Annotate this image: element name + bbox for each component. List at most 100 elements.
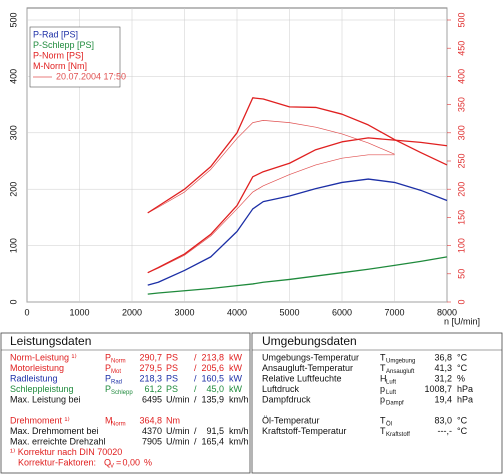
environment-box [251, 332, 503, 474]
row-value: 41,3 [434, 363, 452, 373]
y2-tick-label: 250 [456, 153, 466, 168]
x-tick-label: 4000 [227, 307, 247, 317]
row-label: Radleistung [10, 373, 58, 383]
row-subscript: Mot [111, 369, 121, 375]
row-subscript: Ansaugluft [386, 369, 415, 375]
x-tick-label: 5000 [279, 307, 299, 317]
row-value: 6495 [142, 394, 162, 404]
row-unit: km/h [229, 394, 249, 404]
correction-equals: = [116, 457, 121, 467]
correction-label: Korrektur-Faktoren: [18, 457, 96, 467]
y2-tick-label: 200 [456, 182, 466, 197]
row-unit: PS [166, 363, 178, 373]
legend-entry: P-Schlepp [PS] [33, 40, 94, 50]
row-label: Umgebungs-Temperatur [262, 352, 359, 362]
x-tick-label: 2000 [122, 307, 142, 317]
row-unit: kW [229, 352, 243, 362]
row-value: 19,4 [434, 394, 452, 404]
row-label: Dampfdruck [262, 394, 311, 404]
row-subscript: Norm [111, 422, 126, 428]
row-unit: kW [229, 384, 243, 394]
row-subscript: Öl [386, 421, 392, 428]
y-tick-label: 200 [8, 182, 18, 197]
row-separator: / [194, 363, 197, 373]
legend-entry: 20.07.2004 17:50 [56, 71, 126, 81]
row-value: 279,5 [139, 363, 162, 373]
row-symbol: P [105, 373, 111, 383]
correction-unit: % [144, 457, 152, 467]
row-value: 91,5 [206, 426, 224, 436]
y2-tick-label: 300 [456, 125, 466, 140]
y2-tick-label: 0 [456, 299, 466, 304]
series-line [147, 137, 448, 274]
y-tick-label: 100 [8, 238, 18, 253]
comparison-line [147, 120, 395, 214]
row-value: 135,9 [201, 394, 224, 404]
row-separator: / [194, 352, 197, 362]
series-line [147, 256, 448, 295]
row-unit: kW [229, 373, 243, 383]
row-value: 83,0 [434, 415, 452, 425]
y2-tick-label: 100 [456, 238, 466, 253]
row-symbol: T [380, 415, 386, 425]
row-unit: °C [457, 426, 468, 436]
series-line [147, 178, 448, 286]
row-label: Relative Luftfeuchte [262, 373, 342, 383]
row-symbol: H [380, 373, 387, 383]
row-symbol: P [105, 384, 111, 394]
x-tick-label: 6000 [332, 307, 352, 317]
row-value: 290,7 [139, 352, 162, 362]
legend-entry: P-Norm [PS] [33, 50, 84, 60]
y-tick-label: 400 [8, 69, 18, 84]
row-label: Motorleistung [10, 363, 64, 373]
y2-tick-label: 150 [456, 210, 466, 225]
row-subscript: Dampf [386, 401, 404, 407]
row-symbol: p [380, 394, 385, 404]
row-separator: / [194, 373, 197, 383]
row-value: 45,0 [206, 384, 224, 394]
y2-tick-label: 350 [456, 97, 466, 112]
row-value: 218,3 [139, 373, 162, 383]
x-tick-label: 1000 [69, 307, 89, 317]
row-label: Öl-Temperatur [262, 415, 320, 425]
y2-tick-label: 500 [456, 12, 466, 27]
row-value: 1008,7 [424, 384, 452, 394]
row-value: 61,2 [144, 384, 162, 394]
x-tick-label: 3000 [174, 307, 194, 317]
row-separator: / [194, 394, 197, 404]
row-unit: °C [457, 352, 468, 362]
row-unit: PS [166, 373, 178, 383]
legend-entry: M-Norm [Nm] [33, 61, 87, 71]
row-subscript: Norm [111, 359, 126, 365]
row-label: Luftdruck [262, 384, 300, 394]
row-symbol: p [380, 384, 385, 394]
row-symbol: T [380, 363, 386, 373]
row-value: 213,8 [201, 352, 224, 362]
row-value: 205,6 [201, 363, 224, 373]
row-subscript: Kraftstoff [386, 432, 410, 438]
row-symbol: T [380, 426, 386, 436]
y2-tick-label: 50 [456, 269, 466, 279]
x-axis-label: n [U/min] [444, 316, 480, 326]
row-label: Schleppleistung [10, 384, 74, 394]
row-symbol: T [380, 352, 386, 362]
footnote: ¹⁾ Korrektur nach DIN 70020 [10, 447, 122, 457]
row-unit: Nm [166, 415, 180, 425]
row-unit: U/min [166, 394, 190, 404]
power-title: Leistungsdaten [10, 334, 91, 348]
legend-entry: P-Rad [PS] [33, 29, 78, 39]
y-tick-label: 0 [8, 299, 18, 304]
power-box [0, 332, 251, 474]
row-unit: PS [166, 384, 178, 394]
row-unit: U/min [166, 436, 190, 446]
row-symbol: M [105, 415, 113, 425]
row-separator: / [194, 436, 197, 446]
row-label: Ansaugluft-Temperatur [262, 363, 353, 373]
row-unit: °C [457, 415, 468, 425]
environment-title: Umgebungsdaten [262, 334, 357, 348]
row-unit: km/h [229, 436, 249, 446]
row-value: 364,8 [139, 415, 162, 425]
y2-tick-label: 400 [456, 69, 466, 84]
row-unit: % [457, 373, 465, 383]
row-subscript: Luft [386, 380, 396, 386]
